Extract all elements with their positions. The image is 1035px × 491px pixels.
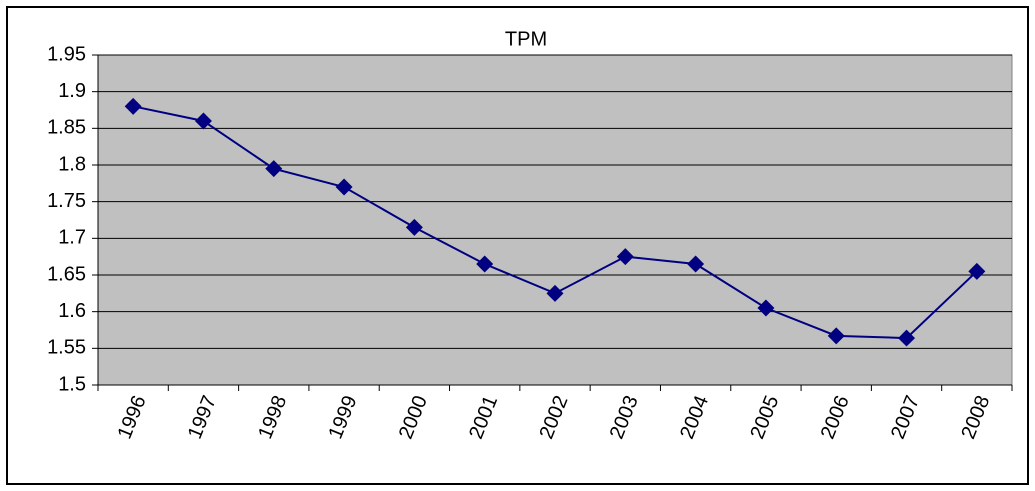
y-tick-label: 1.85: [47, 117, 86, 139]
y-tick-label: 1.7: [58, 227, 86, 249]
y-tick-label: 1.6: [58, 300, 86, 322]
data-point: [968, 262, 986, 280]
y-tick-label: 1.75: [47, 190, 86, 212]
data-point: [335, 178, 353, 196]
y-tick-label: 1.5: [58, 373, 86, 395]
chart-title: TPM: [505, 28, 547, 50]
y-tick-label: 1.9: [58, 80, 86, 102]
data-point: [827, 327, 845, 345]
data-point: [194, 112, 212, 130]
data-point: [616, 248, 634, 266]
data-point: [476, 255, 494, 273]
y-tick-label: 1.95: [47, 43, 86, 65]
data-point: [757, 299, 775, 317]
data-point: [546, 284, 564, 302]
y-tick-label: 1.65: [47, 263, 86, 285]
y-tick-label: 1.8: [58, 153, 86, 175]
data-point: [898, 329, 916, 347]
data-point: [124, 97, 142, 115]
plot-area: [97, 54, 1013, 386]
data-point: [265, 160, 283, 178]
y-tick-label: 1.55: [47, 337, 86, 359]
data-point: [405, 218, 423, 236]
data-point: [687, 255, 705, 273]
